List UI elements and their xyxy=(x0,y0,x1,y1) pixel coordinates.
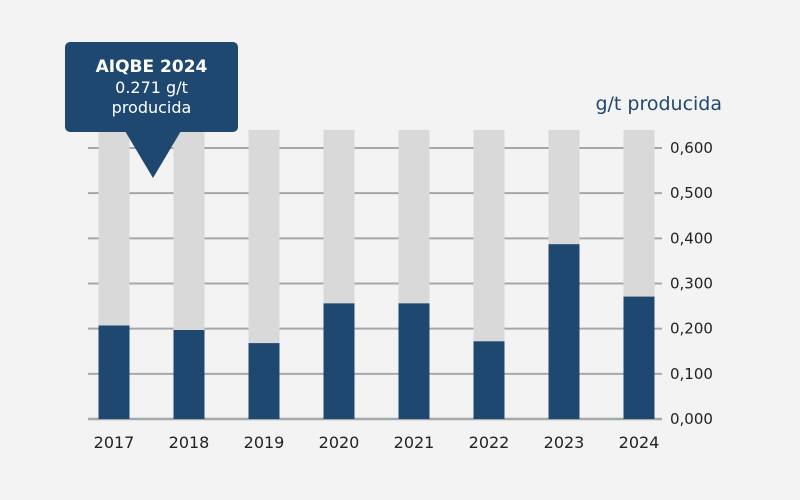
bar-2018[interactable] xyxy=(173,330,205,419)
bar-2020[interactable] xyxy=(323,303,355,419)
y-tick-label: 0,200 xyxy=(670,320,713,338)
x-tick-label: 2020 xyxy=(319,433,360,452)
x-tick-label: 2022 xyxy=(469,433,510,452)
bars-layer xyxy=(98,129,655,420)
x-tick-label: 2023 xyxy=(544,433,585,452)
x-tick-label: 2018 xyxy=(169,433,210,452)
bar-2017[interactable] xyxy=(98,325,130,419)
x-tick-label: 2021 xyxy=(394,433,435,452)
x-axis-labels: 2017 2018 2019 2020 2021 2022 2023 2024 xyxy=(94,433,660,452)
tooltip-pointer xyxy=(125,131,181,178)
x-tick-label: 2017 xyxy=(94,433,135,452)
bar-2023[interactable] xyxy=(548,244,580,419)
y-tick-label: 0,000 xyxy=(670,410,713,428)
bar-2024[interactable] xyxy=(623,296,655,419)
y-tick-label: 0,400 xyxy=(670,229,713,247)
y-tick-label: 0,300 xyxy=(670,274,713,292)
bar-2022[interactable] xyxy=(473,341,505,419)
x-tick-label: 2019 xyxy=(244,433,285,452)
tooltip-title: AIQBE 2024 xyxy=(95,57,208,77)
tooltip: AIQBE 2024 0.271 g/t producida xyxy=(65,42,238,132)
x-tick-label: 2024 xyxy=(619,433,660,452)
tooltip-value: 0.271 g/t xyxy=(115,78,188,97)
y-axis-ticks: 0,000 0,100 0,200 0,300 0,400 0,500 0,600 xyxy=(670,139,713,428)
y-tick-label: 0,600 xyxy=(670,139,713,157)
bar-2021[interactable] xyxy=(398,303,430,419)
y-tick-label: 0,500 xyxy=(670,184,713,202)
y-axis-unit-label: g/t producida xyxy=(595,93,722,115)
bar-2019[interactable] xyxy=(248,343,280,419)
tooltip-unit: producida xyxy=(111,98,192,117)
y-tick-label: 0,100 xyxy=(670,365,713,383)
